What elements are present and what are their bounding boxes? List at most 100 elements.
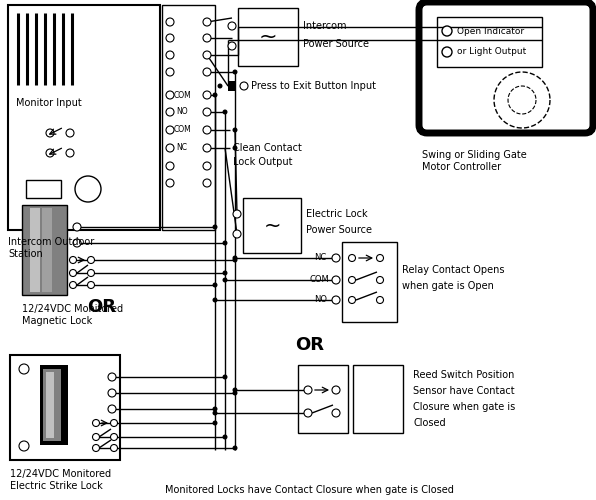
Circle shape [110, 420, 117, 426]
Text: 12/24VDC Monitored: 12/24VDC Monitored [10, 469, 111, 479]
Bar [243, 198, 301, 253]
Circle shape [166, 162, 174, 170]
Bar [30, 208, 40, 292]
Text: Intercom: Intercom [303, 21, 346, 31]
Bar [46, 372, 54, 438]
Circle shape [222, 240, 228, 246]
Circle shape [232, 258, 237, 262]
Text: Power Source: Power Source [306, 225, 372, 235]
Circle shape [66, 149, 74, 157]
Circle shape [166, 126, 174, 134]
Circle shape [166, 51, 174, 59]
Circle shape [332, 409, 340, 417]
Circle shape [166, 68, 174, 76]
Bar [40, 365, 68, 445]
Circle shape [349, 296, 355, 304]
Circle shape [233, 210, 241, 218]
Circle shape [19, 364, 29, 374]
Text: Swing or Sliding Gate: Swing or Sliding Gate [422, 150, 527, 160]
Circle shape [203, 162, 211, 170]
Circle shape [203, 91, 211, 99]
Circle shape [110, 444, 117, 452]
Text: NC: NC [176, 144, 187, 152]
Circle shape [203, 179, 211, 187]
Text: Motor Controller: Motor Controller [422, 162, 501, 172]
Bar [298, 365, 348, 433]
Bar [26, 180, 61, 198]
Text: NO: NO [314, 296, 327, 304]
Text: Sensor have Contact: Sensor have Contact [413, 386, 514, 396]
Text: COM: COM [310, 276, 330, 284]
Text: Power Source: Power Source [303, 39, 369, 49]
Circle shape [228, 22, 236, 30]
Circle shape [349, 254, 355, 262]
Circle shape [332, 296, 340, 304]
Text: OR: OR [88, 298, 116, 316]
Circle shape [70, 256, 76, 264]
Text: Relay Contact Opens: Relay Contact Opens [402, 265, 504, 275]
Circle shape [232, 388, 237, 392]
Circle shape [232, 70, 237, 74]
Circle shape [222, 270, 228, 276]
Text: Clean Contact: Clean Contact [233, 143, 302, 153]
Circle shape [222, 278, 228, 282]
Circle shape [92, 444, 100, 452]
Circle shape [166, 34, 174, 42]
Circle shape [108, 389, 116, 397]
Bar [8, 5, 160, 230]
Text: OR: OR [296, 336, 324, 354]
Circle shape [349, 276, 355, 283]
Circle shape [332, 254, 340, 262]
Text: Electric Lock: Electric Lock [306, 209, 368, 219]
Circle shape [203, 18, 211, 26]
Circle shape [75, 176, 101, 202]
Circle shape [377, 276, 383, 283]
Circle shape [213, 282, 218, 288]
Circle shape [88, 270, 95, 276]
Text: COM: COM [174, 126, 192, 134]
Circle shape [213, 420, 218, 426]
Circle shape [213, 92, 218, 98]
Text: Reed Switch Position: Reed Switch Position [413, 370, 514, 380]
FancyBboxPatch shape [419, 2, 593, 133]
Circle shape [73, 223, 81, 231]
Bar [22, 205, 67, 295]
Circle shape [233, 230, 241, 238]
Bar [342, 242, 397, 322]
Circle shape [108, 373, 116, 381]
Circle shape [166, 144, 174, 152]
Circle shape [213, 298, 218, 302]
Bar [228, 81, 236, 91]
Text: Monitor Input: Monitor Input [16, 98, 82, 108]
Circle shape [88, 282, 95, 288]
Circle shape [218, 84, 222, 88]
Circle shape [203, 144, 211, 152]
Circle shape [110, 434, 117, 440]
Circle shape [213, 224, 218, 230]
Circle shape [304, 386, 312, 394]
Text: Open Indicator: Open Indicator [457, 26, 524, 36]
Circle shape [66, 129, 74, 137]
Text: Closed: Closed [413, 418, 446, 428]
Circle shape [70, 270, 76, 276]
Circle shape [92, 420, 100, 426]
Bar [162, 5, 215, 230]
Circle shape [442, 26, 452, 36]
Circle shape [332, 276, 340, 284]
Bar [42, 208, 52, 292]
Text: ~: ~ [259, 27, 277, 47]
Circle shape [92, 434, 100, 440]
Text: or Light Output: or Light Output [457, 48, 526, 56]
Text: Closure when gate is: Closure when gate is [413, 402, 516, 412]
Circle shape [304, 409, 312, 417]
Circle shape [166, 108, 174, 116]
Text: Magnetic Lock: Magnetic Lock [22, 316, 92, 326]
Text: ~: ~ [263, 216, 281, 236]
Text: NC: NC [314, 254, 326, 262]
Circle shape [232, 256, 237, 260]
Text: Lock Output: Lock Output [233, 157, 293, 167]
Circle shape [70, 282, 76, 288]
Circle shape [232, 390, 237, 396]
Bar [238, 8, 298, 66]
Circle shape [377, 296, 383, 304]
